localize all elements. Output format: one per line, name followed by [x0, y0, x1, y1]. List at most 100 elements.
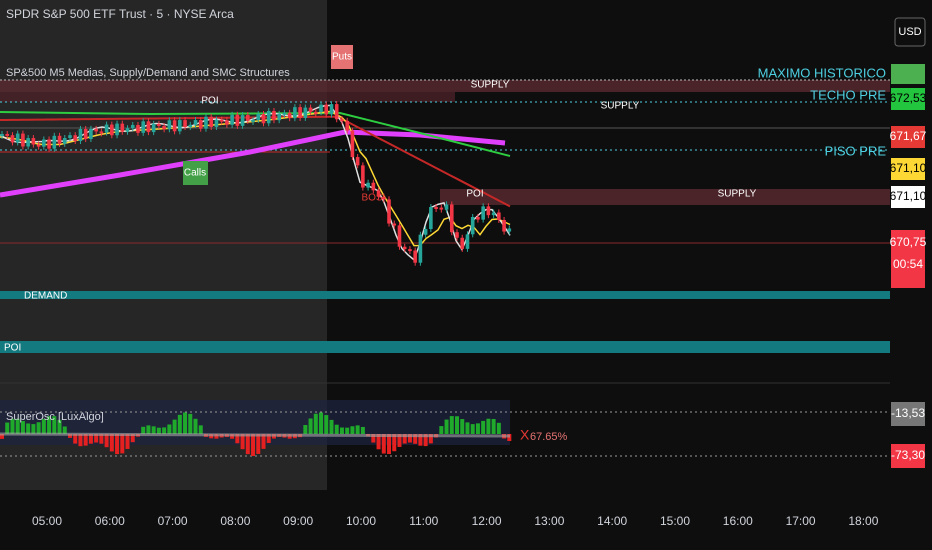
candle-body: [319, 104, 323, 113]
price-tag-text: 672,53: [890, 91, 927, 105]
candle-body: [287, 112, 292, 119]
time-label: 09:00: [283, 514, 313, 528]
candle-body: [10, 135, 15, 143]
osc-bar: [104, 434, 109, 448]
osc-bar: [78, 434, 83, 447]
osc-bar: [324, 415, 329, 434]
osc-bar: [407, 434, 412, 443]
candle-body: [355, 157, 360, 166]
osc-bar: [402, 434, 407, 444]
candle-body: [130, 124, 135, 129]
candle-body: [497, 212, 501, 220]
osc-bar: [125, 434, 130, 449]
candle-body: [361, 165, 365, 188]
candle-body: [277, 113, 281, 121]
currency-box[interactable]: [894, 17, 926, 47]
bos-label: BOS: [361, 193, 382, 204]
candle-body: [0, 133, 4, 136]
currency[interactable]: USD: [898, 26, 921, 38]
candle-body: [329, 104, 334, 115]
candle-body: [266, 110, 271, 124]
candle-body: [193, 120, 198, 125]
price-tag-text: 670,75: [890, 235, 927, 249]
price-tag: [891, 126, 925, 148]
osc-bar: [177, 414, 182, 434]
candle-body: [371, 182, 376, 191]
time-label: 08:00: [220, 514, 250, 528]
candle-body: [172, 120, 177, 132]
candle-body: [261, 114, 266, 124]
candle-body: [387, 199, 391, 224]
osc-bar: [256, 434, 261, 454]
candle-body: [31, 138, 36, 145]
osc-bar: [266, 434, 271, 443]
candle-body: [476, 217, 480, 220]
supply-zone: [0, 80, 890, 92]
osc-bar: [10, 418, 15, 434]
osc-bar: [423, 434, 428, 447]
candle-body: [402, 246, 407, 250]
price-tag-text: 671,10: [890, 161, 927, 175]
candle-body: [83, 128, 88, 140]
countdown: 00:54: [893, 257, 923, 271]
price-tag-text: 671,10: [890, 189, 927, 203]
candle-body: [444, 204, 449, 210]
candle-body: [188, 124, 193, 128]
demand-label: DEMAND: [24, 291, 67, 302]
candle-body: [418, 234, 423, 263]
candle-body: [434, 206, 438, 209]
candle-body: [110, 124, 114, 136]
candle-body: [376, 190, 381, 197]
candle-body: [246, 115, 250, 121]
poi-label: POI: [201, 96, 218, 107]
osc-bar: [62, 426, 67, 434]
osc-title: SuperOsc [LuxAlgo]: [6, 411, 104, 423]
osc-bar: [376, 434, 381, 450]
candle-body: [439, 207, 444, 210]
candle-body: [136, 124, 140, 133]
candle-body: [282, 112, 287, 115]
osc-bar: [0, 434, 4, 439]
candle-body: [78, 128, 83, 142]
time-label: 15:00: [660, 514, 690, 528]
osc-bar: [355, 425, 360, 434]
osc-bar: [57, 419, 62, 434]
time-label: 06:00: [95, 514, 125, 528]
price-tag-text: 671,67: [890, 129, 927, 143]
candle-body: [308, 107, 313, 112]
candle-body: [209, 116, 213, 127]
candle-body: [340, 119, 344, 122]
osc-bar: [31, 424, 36, 434]
candle-body: [52, 135, 57, 149]
candle-body: [423, 229, 428, 235]
candle-body: [235, 114, 240, 126]
candle-body: [392, 223, 397, 226]
candle-body: [486, 206, 491, 216]
candle-body: [334, 104, 339, 120]
candle-body: [303, 107, 308, 118]
candle-body: [470, 217, 475, 235]
osc-bar: [36, 422, 41, 434]
price-tag: [891, 158, 925, 180]
candle-body: [36, 144, 41, 147]
candle-body: [214, 119, 219, 127]
candle-body: [115, 123, 119, 136]
time-label: 11:00: [409, 514, 438, 528]
ma-red: [0, 115, 511, 208]
candle-body: [345, 120, 349, 131]
poi-label: POI: [4, 343, 21, 354]
osc-bar: [245, 434, 250, 455]
time-label: 16:00: [723, 514, 753, 528]
price-tag: [891, 88, 925, 110]
osc-bar: [460, 419, 465, 434]
candle-body: [99, 131, 104, 134]
osc-bar: [319, 412, 324, 434]
calls-marker: [183, 161, 208, 185]
osc-bar: [120, 434, 125, 454]
osc-bar: [418, 434, 423, 446]
piso-label: PISO PRE: [825, 143, 887, 158]
osc-bar: [334, 424, 339, 434]
osc-bar: [188, 413, 193, 434]
osc-bar: [26, 423, 31, 434]
